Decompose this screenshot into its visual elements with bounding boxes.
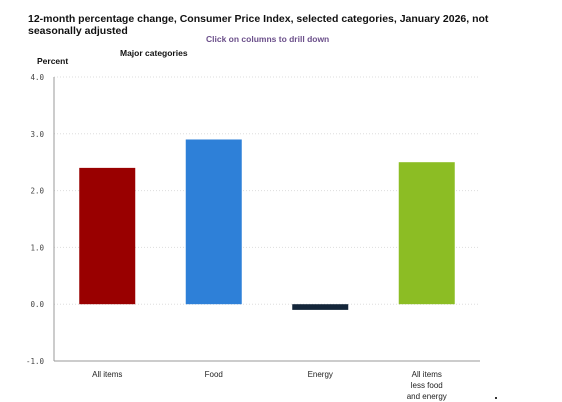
x-category-label: and energy — [407, 392, 447, 401]
y-tick-label: -1.0 — [26, 357, 45, 366]
y-axis-label: Percent — [37, 56, 69, 66]
chart-title: 12-month percentage change, Consumer Pri… — [28, 13, 489, 37]
bar[interactable] — [79, 167, 136, 305]
x-category-label: Food — [205, 370, 223, 379]
y-tick-label: 3.0 — [30, 130, 44, 139]
x-category-label: Energy — [308, 370, 333, 379]
y-tick-label: 2.0 — [30, 187, 44, 196]
y-tick-label: 4.0 — [30, 73, 44, 82]
bar[interactable] — [292, 304, 349, 310]
x-category-label: less food — [411, 381, 443, 390]
chart-subtitle: Major categories — [120, 48, 188, 58]
y-tick-label: 1.0 — [30, 243, 44, 252]
stray-mark — [495, 397, 497, 399]
drill-down-hint[interactable]: Click on columns to drill down — [206, 34, 330, 44]
y-tick-label: 0.0 — [30, 300, 44, 309]
x-category-label: All items — [412, 370, 442, 379]
x-category-label: All items — [92, 370, 122, 379]
bar[interactable] — [185, 139, 242, 305]
bar[interactable] — [398, 162, 455, 305]
